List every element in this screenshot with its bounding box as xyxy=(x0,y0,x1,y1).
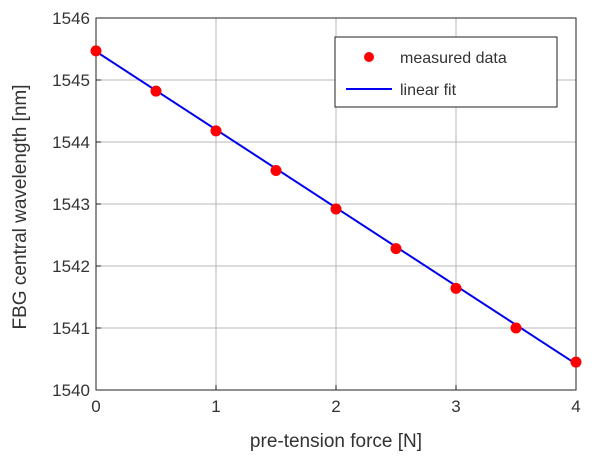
y-tick-label: 1544 xyxy=(52,133,90,152)
x-axis: 0 1 2 3 4 xyxy=(91,385,581,416)
y-tick-label: 1540 xyxy=(52,381,90,400)
legend-marker-measured-data xyxy=(364,52,374,62)
data-point-measured xyxy=(270,165,282,177)
legend-box xyxy=(334,36,558,108)
y-tick-label: 1542 xyxy=(52,257,90,276)
data-point-measured xyxy=(330,203,342,215)
legend-label-measured-data: measured data xyxy=(400,50,507,67)
data-point-measured xyxy=(150,85,162,97)
x-tick-label: 1 xyxy=(211,397,220,416)
series-layer xyxy=(90,45,582,368)
y-tick-label: 1545 xyxy=(52,71,90,90)
x-tick-label: 4 xyxy=(571,397,580,416)
data-point-measured xyxy=(390,243,402,255)
x-tick-label: 3 xyxy=(451,397,460,416)
y-tick-label: 1541 xyxy=(52,319,90,338)
data-point-measured xyxy=(570,356,582,368)
y-axis-label: FBG central wavelength [nm] xyxy=(10,85,31,330)
data-point-measured xyxy=(510,322,522,334)
y-tick-label: 1543 xyxy=(52,195,90,214)
y-tick-label: 1546 xyxy=(52,9,90,28)
legend-label-linear-fit: linear fit xyxy=(400,82,457,99)
y-axis: 1540 1541 1542 1543 1544 1545 1546 xyxy=(52,9,101,400)
data-point-measured xyxy=(210,125,222,137)
data-point-measured xyxy=(90,45,102,57)
x-axis-label: pre-tension force [N] xyxy=(250,431,422,452)
data-point-measured xyxy=(450,282,462,294)
x-tick-label: 2 xyxy=(331,397,340,416)
x-tick-label: 0 xyxy=(91,397,100,416)
legend: measured data linear fit xyxy=(334,36,558,108)
